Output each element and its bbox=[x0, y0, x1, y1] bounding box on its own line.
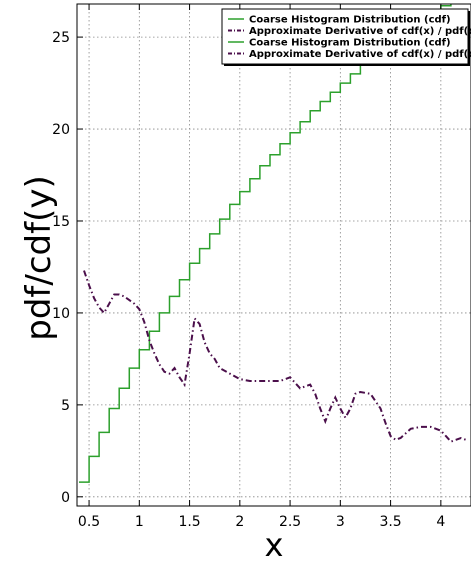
x-tick-label: 0.5 bbox=[78, 514, 100, 530]
x-tick-label: 2 bbox=[235, 514, 244, 530]
cdf-series-line bbox=[79, 4, 452, 483]
y-tick-label: 5 bbox=[61, 398, 70, 414]
legend: Coarse Histogram Distribution (cdf)Appro… bbox=[221, 8, 471, 66]
series-layer bbox=[79, 4, 467, 483]
x-tick-label: 1.5 bbox=[178, 514, 200, 530]
x-tick-label: 2.5 bbox=[279, 514, 301, 530]
y-tick-label: 20 bbox=[52, 122, 70, 138]
x-tick-label: 3 bbox=[336, 514, 345, 530]
plot-frame bbox=[76, 3, 471, 507]
x-tick-label: 1 bbox=[135, 514, 144, 530]
y-axis-label: pdf/cdf(y) bbox=[19, 175, 59, 340]
legend-label: Coarse Histogram Distribution (cdf) bbox=[249, 15, 451, 26]
ticks: 0.5 1 1.5 2 2.5 3 3.5 4 0 5 10 15 20 25 bbox=[52, 4, 445, 530]
y-tick-label: 25 bbox=[52, 30, 70, 46]
legend-box bbox=[221, 8, 469, 65]
legend-label: Approximate Derivative of cdf(x) / pdf(x… bbox=[249, 49, 471, 60]
grid bbox=[77, 4, 471, 506]
x-axis-label: x bbox=[265, 526, 284, 562]
y-tick-label: 10 bbox=[52, 306, 70, 322]
x-tick-label: 4 bbox=[436, 514, 445, 530]
legend-label: Coarse Histogram Distribution (cdf) bbox=[249, 38, 451, 49]
x-tick-label: 3.5 bbox=[379, 514, 401, 530]
pdf-series-line bbox=[83, 270, 467, 443]
y-tick-label: 0 bbox=[61, 490, 70, 506]
legend-label: Approximate Derivative of cdf(x) / pdf(x… bbox=[249, 26, 471, 37]
y-tick-label: 15 bbox=[52, 214, 70, 230]
